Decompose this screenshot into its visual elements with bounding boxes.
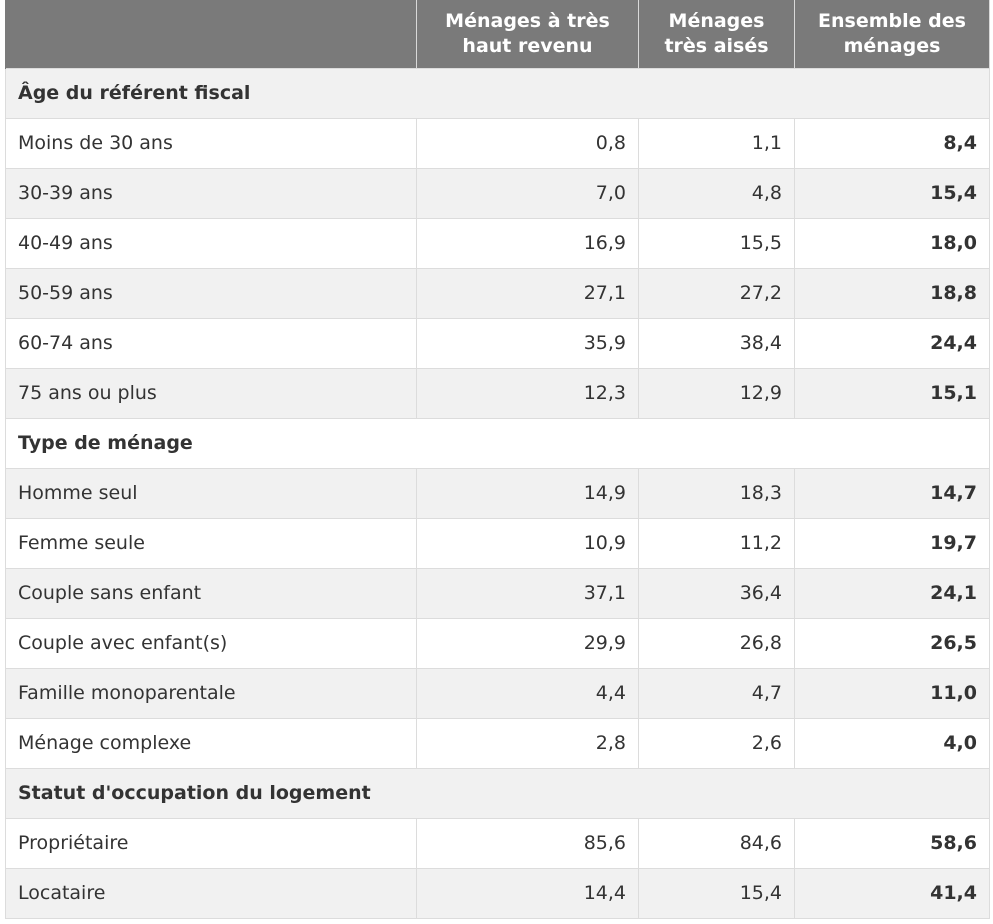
cell-ensemble: 8,4	[794, 117, 990, 169]
section-title: Type de ménage	[5, 417, 990, 469]
cell-tres-haut-revenu: 0,8	[416, 117, 639, 169]
row-label: Homme seul	[5, 467, 417, 519]
section-title: Statut d'occupation du logement	[5, 767, 990, 819]
table-row: Homme seul 14,9 18,3 14,7	[5, 467, 990, 519]
table-row: 60-74 ans 35,9 38,4 24,4	[5, 317, 990, 369]
cell-tres-haut-revenu: 35,9	[416, 317, 639, 369]
table-row: Femme seule 10,9 11,2 19,7	[5, 517, 990, 569]
row-label: Ménage complexe	[5, 717, 417, 769]
cell-ensemble: 15,1	[794, 367, 990, 419]
cell-ensemble: 58,6	[794, 817, 990, 869]
header-row: Ménages à très haut revenu Ménages très …	[5, 0, 990, 68]
header-empty	[5, 0, 417, 68]
table-row: Moins de 30 ans 0,8 1,1 8,4	[5, 117, 990, 169]
row-label: 30-39 ans	[5, 167, 417, 219]
cell-tres-aises: 2,6	[638, 717, 795, 769]
cell-ensemble: 41,4	[794, 867, 990, 919]
row-label: Couple sans enfant	[5, 567, 417, 619]
cell-tres-aises: 27,2	[638, 267, 795, 319]
cell-tres-haut-revenu: 29,9	[416, 617, 639, 669]
cell-tres-aises: 4,7	[638, 667, 795, 719]
row-label: 50-59 ans	[5, 267, 417, 319]
header-tres-aises: Ménages très aisés	[638, 0, 795, 68]
row-label: 40-49 ans	[5, 217, 417, 269]
cell-tres-haut-revenu: 85,6	[416, 817, 639, 869]
cell-tres-haut-revenu: 37,1	[416, 567, 639, 619]
cell-tres-aises: 15,5	[638, 217, 795, 269]
cell-tres-aises: 11,2	[638, 517, 795, 569]
cell-ensemble: 15,4	[794, 167, 990, 219]
row-label: 75 ans ou plus	[5, 367, 417, 419]
cell-tres-haut-revenu: 14,4	[416, 867, 639, 919]
cell-tres-haut-revenu: 14,9	[416, 467, 639, 519]
cell-ensemble: 18,8	[794, 267, 990, 319]
cell-tres-aises: 15,4	[638, 867, 795, 919]
row-label: Couple avec enfant(s)	[5, 617, 417, 669]
table-row: 30-39 ans 7,0 4,8 15,4	[5, 167, 990, 219]
cell-ensemble: 19,7	[794, 517, 990, 569]
cell-tres-aises: 26,8	[638, 617, 795, 669]
cell-tres-aises: 4,8	[638, 167, 795, 219]
table-row: Locataire 14,4 15,4 41,4	[5, 867, 990, 919]
cell-tres-haut-revenu: 2,8	[416, 717, 639, 769]
cell-tres-haut-revenu: 10,9	[416, 517, 639, 569]
section-header-type-menage: Type de ménage	[5, 417, 990, 469]
table-row: Famille monoparentale 4,4 4,7 11,0	[5, 667, 990, 719]
row-label: Moins de 30 ans	[5, 117, 417, 169]
table-row: Propriétaire 85,6 84,6 58,6	[5, 817, 990, 869]
cell-ensemble: 24,1	[794, 567, 990, 619]
row-label: Propriétaire	[5, 817, 417, 869]
table-row: 40-49 ans 16,9 15,5 18,0	[5, 217, 990, 269]
section-header-statut-occupation: Statut d'occupation du logement	[5, 767, 990, 819]
table-row: Ménage complexe 2,8 2,6 4,0	[5, 717, 990, 769]
cell-tres-aises: 12,9	[638, 367, 795, 419]
cell-ensemble: 4,0	[794, 717, 990, 769]
cell-ensemble: 18,0	[794, 217, 990, 269]
cell-ensemble: 14,7	[794, 467, 990, 519]
row-label: Famille monoparentale	[5, 667, 417, 719]
data-table-container: Ménages à très haut revenu Ménages très …	[5, 0, 990, 919]
header-tres-haut-revenu: Ménages à très haut revenu	[416, 0, 639, 68]
section-title: Âge du référent fiscal	[5, 67, 990, 119]
cell-ensemble: 26,5	[794, 617, 990, 669]
cell-tres-aises: 36,4	[638, 567, 795, 619]
row-label: Locataire	[5, 867, 417, 919]
table-row: 75 ans ou plus 12,3 12,9 15,1	[5, 367, 990, 419]
row-label: 60-74 ans	[5, 317, 417, 369]
cell-tres-aises: 84,6	[638, 817, 795, 869]
header-ensemble: Ensemble des ménages	[794, 0, 990, 68]
section-header-age: Âge du référent fiscal	[5, 67, 990, 119]
cell-tres-haut-revenu: 4,4	[416, 667, 639, 719]
table-row: Couple avec enfant(s) 29,9 26,8 26,5	[5, 617, 990, 669]
cell-tres-aises: 18,3	[638, 467, 795, 519]
cell-tres-haut-revenu: 12,3	[416, 367, 639, 419]
data-table: Ménages à très haut revenu Ménages très …	[5, 0, 990, 919]
cell-ensemble: 24,4	[794, 317, 990, 369]
cell-tres-haut-revenu: 7,0	[416, 167, 639, 219]
cell-ensemble: 11,0	[794, 667, 990, 719]
cell-tres-aises: 1,1	[638, 117, 795, 169]
table-row: 50-59 ans 27,1 27,2 18,8	[5, 267, 990, 319]
cell-tres-aises: 38,4	[638, 317, 795, 369]
cell-tres-haut-revenu: 27,1	[416, 267, 639, 319]
row-label: Femme seule	[5, 517, 417, 569]
table-row: Couple sans enfant 37,1 36,4 24,1	[5, 567, 990, 619]
cell-tres-haut-revenu: 16,9	[416, 217, 639, 269]
